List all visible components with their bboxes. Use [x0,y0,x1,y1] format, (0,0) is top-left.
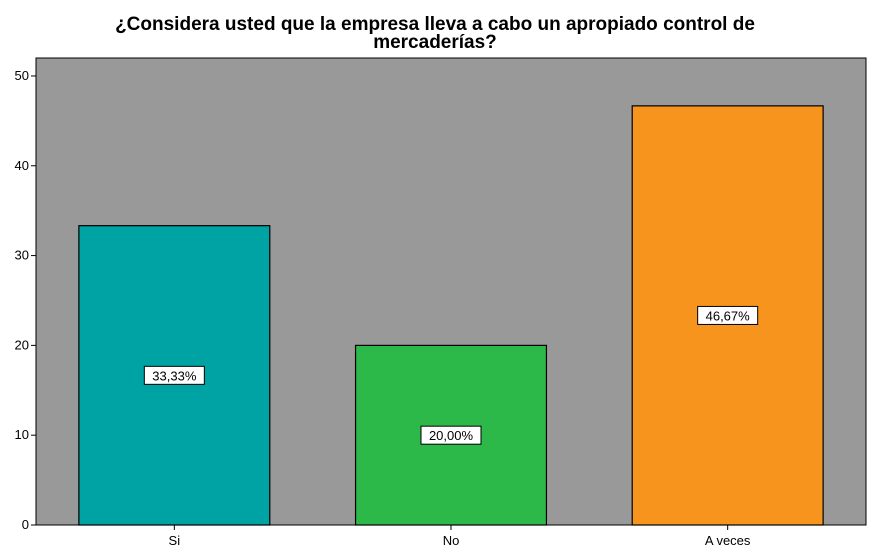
y-tick-label: 0 [22,517,29,532]
x-tick-label: A veces [705,533,751,548]
chart-title-line-2: mercaderías? [373,32,497,53]
data-label: 46,67% [697,305,759,325]
y-tick-label: 50 [15,68,29,83]
x-tick-label: Si [169,533,181,548]
y-tick-label: 10 [15,427,29,442]
data-label-text: 46,67% [706,308,751,323]
data-label-box [697,305,759,325]
bar-a-veces [631,105,824,526]
y-tick-label: 20 [15,337,29,352]
data-labels: 33,33% 20,00% 46,67% [143,305,759,445]
data-label-box [420,425,482,445]
y-axis: 0 10 20 30 40 50 [15,68,36,532]
data-label-text: 20,00% [429,428,474,443]
y-tick-label: 40 [15,158,29,173]
chart-title-line-1: ¿Considera usted que la empresa lleva a … [115,14,755,35]
y-tick-label: 30 [15,248,29,263]
data-label-text: 33,33% [152,368,197,383]
data-label-box [143,365,205,385]
data-label: 33,33% [143,365,205,385]
x-tick-label: No [443,533,460,548]
data-label: 20,00% [420,425,482,445]
x-axis: Si No A veces [169,525,751,548]
